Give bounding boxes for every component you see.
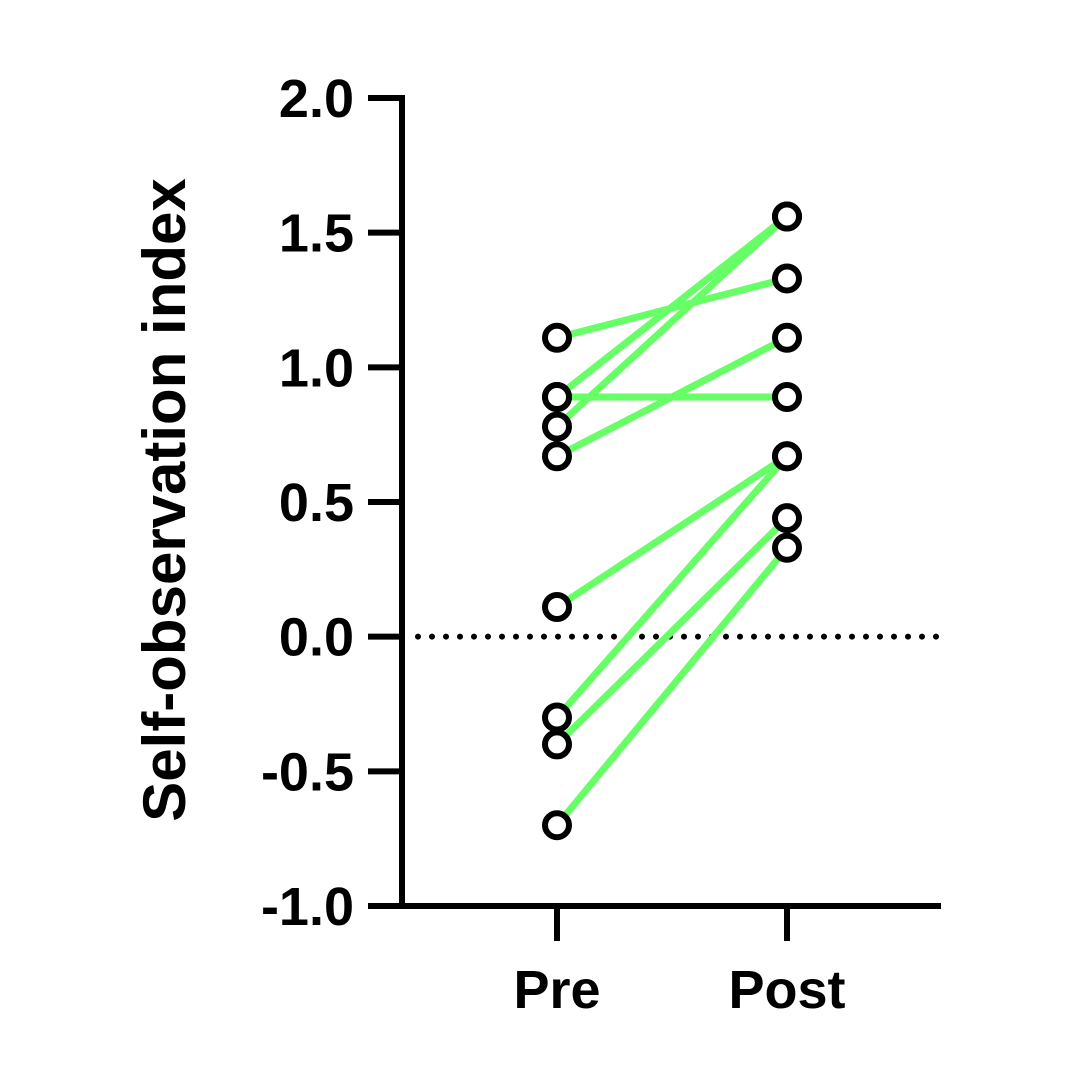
data-point-pre-8 (542, 729, 572, 760)
data-point-post-3 (772, 201, 802, 232)
y-axis-title: Self-observation index (131, 178, 198, 821)
axes (399, 95, 941, 909)
x-tick-label: Pre (513, 960, 600, 1020)
y-ticks: -1.0 -0.5 0.0 0.5 1.0 1.5 2.0 (261, 69, 402, 937)
data-point-post-1 (772, 263, 802, 294)
series-line-6 (553, 452, 791, 611)
data-point-post-4 (772, 381, 802, 412)
y-tick-label: -0.5 (261, 742, 354, 802)
series-line-2 (553, 213, 791, 401)
data-point-post-5 (772, 322, 802, 353)
y-tick-label: 1.5 (279, 204, 354, 264)
x-ticks: Pre Post (513, 906, 846, 1020)
data-points (542, 201, 802, 841)
data-point-post-9 (772, 532, 802, 563)
y-tick-label: 0.0 (279, 608, 354, 668)
series-line-5 (553, 334, 791, 460)
data-point-pre-4 (542, 381, 572, 412)
y-tick-label: 2.0 (279, 69, 354, 129)
data-point-pre-9 (542, 810, 572, 841)
data-point-pre-5 (542, 441, 572, 472)
data-point-post-7 (772, 441, 802, 472)
data-point-pre-7 (542, 702, 572, 733)
series-line-7 (553, 452, 791, 721)
series-line-8 (553, 514, 791, 748)
series-line-9 (553, 544, 791, 829)
data-point-post-8 (772, 503, 802, 534)
data-point-pre-6 (542, 592, 572, 623)
series-line-3 (553, 213, 791, 431)
data-point-pre-3 (542, 411, 572, 442)
data-point-pre-1 (542, 322, 572, 353)
y-tick-label: -1.0 (261, 877, 354, 937)
y-tick-label: 0.5 (279, 473, 354, 533)
x-tick-label: Post (728, 960, 845, 1020)
y-tick-label: 1.0 (279, 338, 354, 398)
series-lines (553, 213, 791, 829)
